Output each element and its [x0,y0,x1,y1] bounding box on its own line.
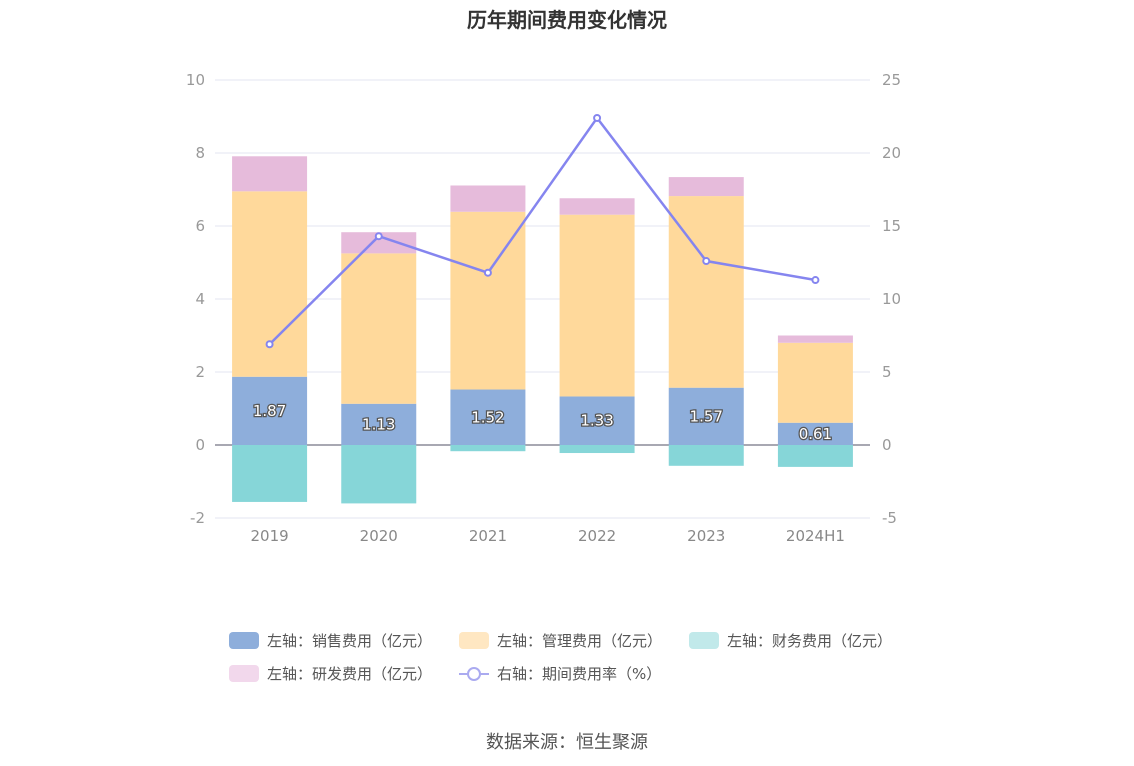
legend-item-admin[interactable]: 左轴：管理费用（亿元） [459,630,662,651]
legend-label-sales: 左轴：销售费用（亿元） [267,632,433,650]
left-axis-tick-label: 2 [195,363,205,381]
bar [232,191,308,377]
bar [668,445,744,466]
chart-plot: -2 0 2 4 6 8 10 -5 0 5 10 15 20 25 2019 2020 2021 2022 202… [186,71,901,545]
bar [450,211,526,390]
bar [777,445,853,467]
bar [559,396,635,445]
legend-swatch-sales [229,632,259,649]
x-axis-tick-label: 2020 [360,527,398,545]
line-point [374,232,383,241]
data-label: 1.33 [580,412,613,430]
x-axis-tick-label: 2024H1 [786,527,845,545]
legend-label-finance: 左轴：财务费用（亿元） [727,632,893,650]
legend-item-finance[interactable]: 左轴：财务费用（亿元） [689,630,892,651]
bar [450,389,526,445]
left-axis-tick-label: -2 [190,509,205,527]
data-label: 0.61 [799,425,832,443]
left-axis-tick-label: 10 [186,71,205,89]
right-axis-tick-label: 10 [882,290,901,308]
x-axis-tick-label: 2023 [687,527,725,545]
bar [450,445,526,452]
line-point [811,276,820,285]
line-series-expense-ratio [268,115,816,346]
legend-item-rd[interactable]: 左轴：研发费用（亿元） [229,663,432,684]
bar [232,445,308,502]
legend-swatch-rd [229,665,259,682]
bar [777,422,853,445]
line-point [265,340,274,349]
bar [668,177,744,197]
chart-title: 历年期间费用变化情况 [467,8,667,32]
x-axis-tick-label: 2019 [250,527,288,545]
right-axis-tick-label: 0 [882,436,892,454]
bar [341,232,417,254]
bar [232,376,308,445]
right-axis-tick-label: 15 [882,217,901,235]
data-label: 1.52 [471,408,504,426]
data-label: 1.87 [253,402,286,420]
legend-label-expense-ratio: 右轴：期间费用率（%） [497,665,662,683]
bar [341,253,417,404]
legend-label-rd: 左轴：研发费用（亿元） [267,665,433,683]
bar [559,214,635,397]
right-axis-tick-label: 20 [882,144,901,162]
bar [341,403,417,445]
source-note: 数据来源：恒生聚源 [486,732,648,753]
legend-item-expense-ratio[interactable]: 右轴：期间费用率（%） [459,663,661,684]
left-axis-tick-label: 0 [195,436,205,454]
data-label: 1.13 [362,415,395,433]
x-axis-tick-label: 2022 [578,527,616,545]
legend-swatch-admin [459,632,489,649]
bar [777,335,853,343]
x-axis-tick-label: 2021 [469,527,507,545]
right-axis-tick-label: 5 [882,363,892,381]
bar [341,445,417,504]
bar [559,198,635,215]
legend-item-sales[interactable]: 左轴：销售费用（亿元） [229,630,432,651]
bar [668,387,744,445]
line-point [483,268,492,277]
bar [232,156,308,192]
legend-label-admin: 左轴：管理费用（亿元） [497,632,663,650]
left-axis-tick-label: 6 [195,217,205,235]
right-axis-tick-label: 25 [882,71,901,89]
legend-line-marker-icon [459,665,489,682]
line-point [702,257,711,266]
left-axis-tick-label: 8 [195,144,205,162]
right-axis-tick-label: -5 [882,509,897,527]
left-axis-tick-label: 4 [195,290,205,308]
bar [777,342,853,423]
data-label: 1.57 [690,407,723,425]
bar [559,445,635,454]
bar [450,185,526,212]
legend-swatch-finance [689,632,719,649]
line-point [593,113,602,122]
